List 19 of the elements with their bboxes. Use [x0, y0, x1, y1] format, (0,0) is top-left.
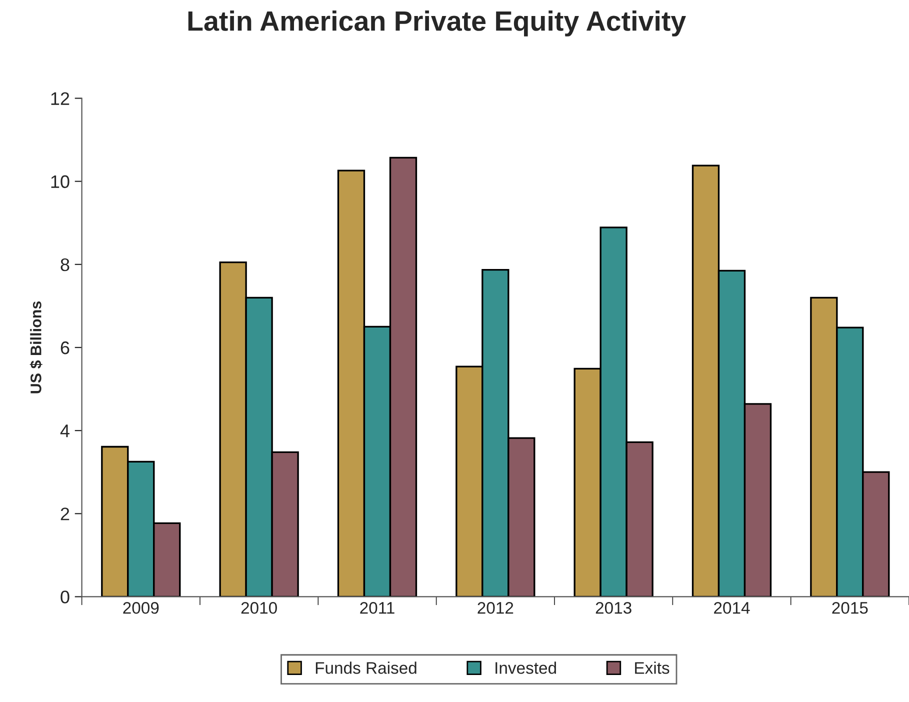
- x-tick-label: 2013: [596, 602, 632, 614]
- legend-label: Funds Raised: [316, 662, 416, 674]
- legend-label: Exits: [635, 662, 670, 674]
- y-axis-title: US $ Billions: [30, 301, 42, 394]
- y-tick-label: 2: [60, 508, 70, 520]
- x-tick-label: 2014: [714, 602, 750, 614]
- y-tick-label: 4: [60, 424, 70, 438]
- y-tick-label: 12: [51, 92, 70, 105]
- legend-label: Invested: [496, 662, 556, 674]
- x-tick-label: 2010: [241, 602, 277, 614]
- x-tick-label: 2011: [360, 602, 394, 614]
- chart-title: Latin American Private Equity Activity: [188, 10, 686, 36]
- y-tick-label: 6: [60, 341, 70, 354]
- y-tick-label: 0: [60, 590, 70, 604]
- x-tick-label: 2015: [832, 602, 868, 614]
- x-tick-label: 2009: [123, 602, 159, 614]
- y-tick-label: 8: [60, 258, 70, 272]
- x-tick-label: 2012: [478, 602, 514, 614]
- y-tick-label: 10: [51, 175, 70, 188]
